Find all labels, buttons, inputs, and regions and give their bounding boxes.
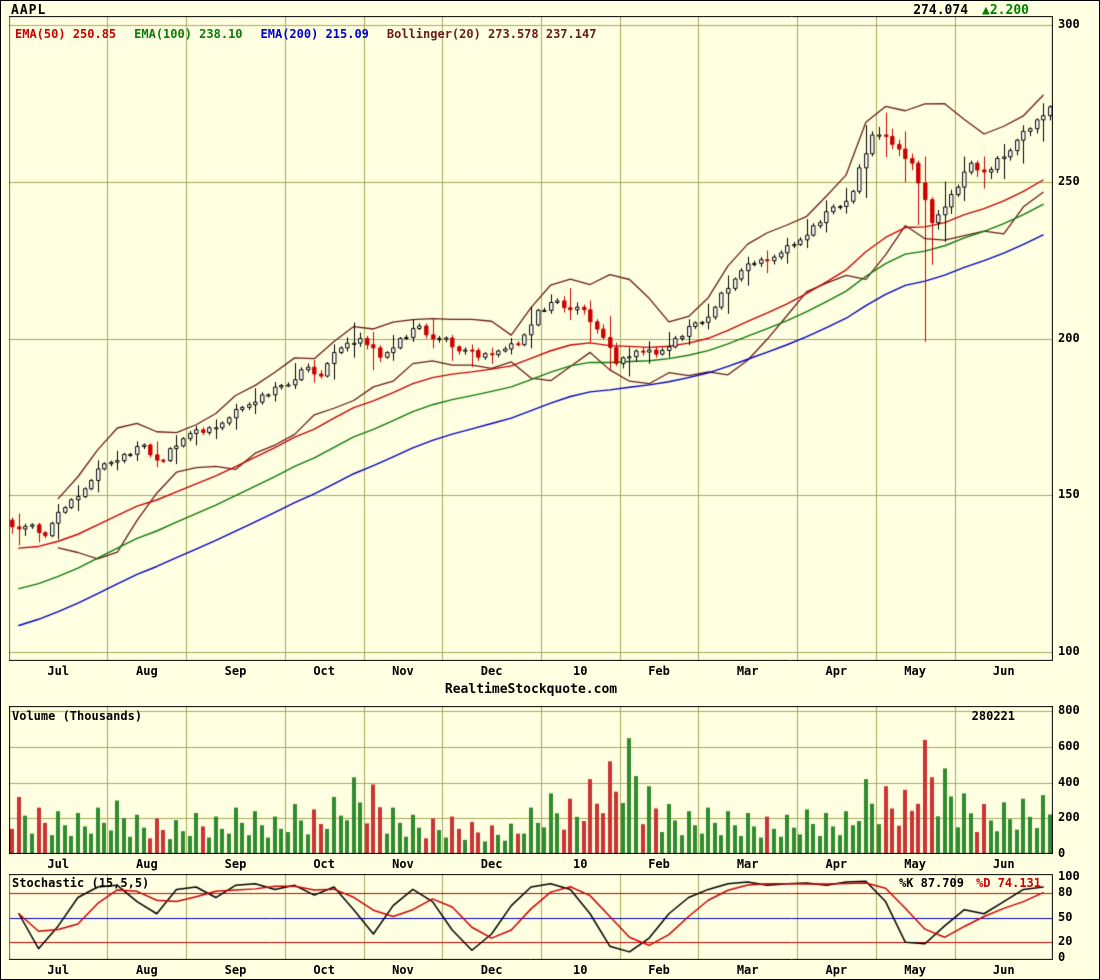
price-tick-label: 150 <box>1058 487 1080 502</box>
month-label: May <box>904 664 926 678</box>
legend-ema50: EMA(50) 250.85 <box>15 27 117 41</box>
month-label: Apr <box>825 857 848 871</box>
volume-tick-label: 200 <box>1058 810 1080 825</box>
price-tick-label: 200 <box>1058 330 1080 345</box>
last-price: 274.074 <box>913 3 969 18</box>
month-label: Dec <box>480 664 503 678</box>
stoch-tick-label: 50 <box>1058 909 1073 924</box>
month-label: Nov <box>392 963 414 977</box>
month-label: Dec <box>480 857 503 871</box>
stochastic-title: Stochastic (15,5,5) <box>12 876 150 890</box>
ticker-symbol: AAPL <box>11 3 47 18</box>
month-label: Mar <box>736 963 759 977</box>
month-label: Oct <box>313 664 335 678</box>
volume-tick-label: 400 <box>1058 774 1080 789</box>
volume-current-value: 280221 <box>971 709 1015 723</box>
month-label: 10 <box>573 857 588 871</box>
month-label: Aug <box>136 857 158 871</box>
month-label: Jun <box>992 664 1015 678</box>
price-quote: 274.074 ▲2.200 <box>913 3 1029 18</box>
month-label: Feb <box>648 857 670 871</box>
month-label: Sep <box>224 963 247 977</box>
volume-tick-label: 0 <box>1058 846 1066 860</box>
stoch-d-value: %D 74.131 <box>975 876 1041 890</box>
month-label: May <box>904 857 926 871</box>
price-change: ▲2.200 <box>982 3 1029 18</box>
month-label: 10 <box>573 963 588 977</box>
stochastic-chart-canvas <box>9 874 1053 960</box>
stoch-k-value: %K 87.709 <box>898 876 964 890</box>
volume-tick-label: 600 <box>1058 739 1080 753</box>
month-label: Nov <box>392 664 414 678</box>
price-tick-label: 250 <box>1058 173 1080 188</box>
stochastic-values: %K 87.709 %D 74.131 <box>899 876 1041 890</box>
price-tick-label: 300 <box>1058 17 1080 32</box>
month-label: Aug <box>136 664 158 678</box>
legend-ema200: EMA(200) 215.09 <box>260 27 369 41</box>
month-label: Oct <box>313 857 335 871</box>
stoch-tick-label: 20 <box>1058 934 1073 949</box>
volume-chart-canvas <box>9 706 1053 854</box>
stoch-tick-label: 100 <box>1058 869 1080 884</box>
month-label: Sep <box>224 664 247 678</box>
month-label: May <box>904 963 926 977</box>
stoch-tick-label: 80 <box>1058 885 1073 900</box>
month-label: Aug <box>136 963 158 977</box>
month-label: Apr <box>825 963 848 977</box>
month-label: Feb <box>648 664 670 678</box>
legend-bollinger: Bollinger(20) 273.578 237.147 <box>386 27 597 41</box>
month-label: Jun <box>992 963 1015 977</box>
month-label: Feb <box>648 963 670 977</box>
month-label: Mar <box>736 664 759 678</box>
volume-title: Volume (Thousands) <box>12 709 143 723</box>
month-label: Jul <box>47 857 70 871</box>
price-chart-canvas <box>9 16 1053 661</box>
month-label: Apr <box>825 664 848 678</box>
watermark: RealtimeStockquote.com <box>444 682 618 697</box>
month-label: Mar <box>736 857 759 871</box>
month-label: 10 <box>573 664 588 678</box>
month-label: Nov <box>392 857 414 871</box>
volume-tick-label: 800 <box>1058 703 1080 718</box>
month-label: Sep <box>224 857 247 871</box>
indicator-legend: EMA(50) 250.85 EMA(100) 238.10 EMA(200) … <box>15 27 596 41</box>
stoch-tick-label: 0 <box>1058 950 1066 965</box>
month-label: Dec <box>480 963 503 977</box>
month-label: Oct <box>313 963 335 977</box>
month-label: Jul <box>47 664 70 678</box>
legend-ema100: EMA(100) 238.10 <box>134 27 243 41</box>
price-tick-label: 100 <box>1058 643 1080 658</box>
month-label: Jul <box>47 963 70 977</box>
month-label: Jun <box>992 857 1015 871</box>
